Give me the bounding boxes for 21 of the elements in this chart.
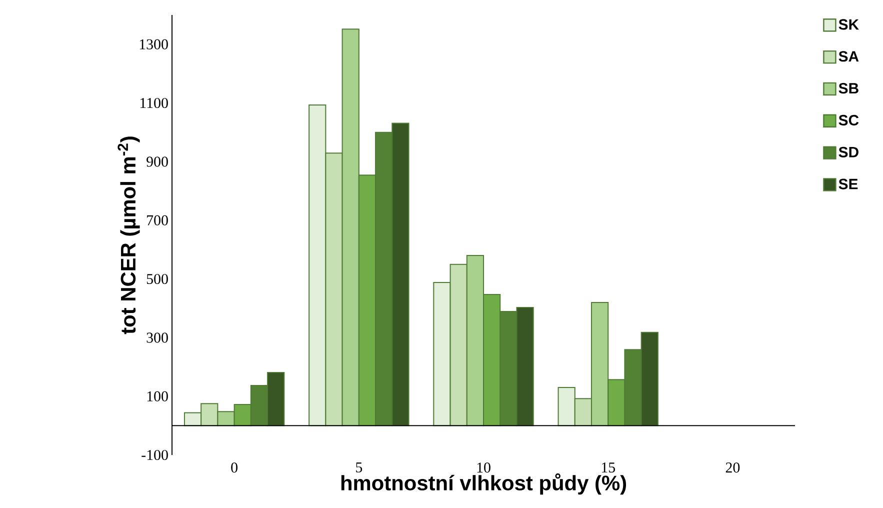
legend-label: SE	[838, 178, 858, 190]
legend-label: SB	[838, 83, 858, 94]
y-tick-label: 700	[147, 215, 168, 226]
legend-label: SA	[838, 51, 859, 62]
y-tick-label: -100	[142, 450, 168, 460]
legend-label: SK	[838, 19, 859, 30]
legend-label: SD	[838, 146, 858, 158]
y-tick-label: 300	[146, 332, 168, 343]
y-tick-label: 1300	[140, 39, 168, 50]
y-tick-label: 900	[146, 156, 168, 167]
legend-label: SC	[838, 114, 859, 126]
x-tick-label: 15	[602, 462, 615, 473]
x-tick-label: 5	[356, 462, 362, 472]
x-tick-label: 0	[231, 462, 238, 473]
x-axis-title: hmotnostní vlhkost půdy (%)	[341, 473, 626, 495]
y-tick-label: 1100	[140, 98, 168, 108]
y-axis-title: tot NCER (µmol m$^{-2}$)	[118, 136, 140, 334]
y-tick-label: 100	[147, 391, 168, 402]
x-tick-label: 20	[726, 462, 740, 473]
y-tick-label: 500	[146, 274, 168, 284]
x-tick-label: 10	[477, 462, 490, 473]
